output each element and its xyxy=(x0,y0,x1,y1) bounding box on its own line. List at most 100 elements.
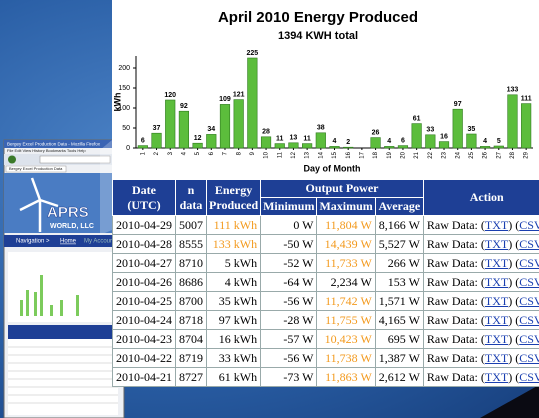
y-tick-label: 150 xyxy=(118,85,130,92)
x-tick-label: 22 xyxy=(428,151,434,158)
raw-data-link[interactable]: TXT xyxy=(485,370,508,384)
raw-data-link[interactable]: TXT xyxy=(485,256,508,270)
value-label: 37 xyxy=(153,125,161,132)
action-text: Raw Data: ( xyxy=(427,313,485,327)
raw-data-link[interactable]: CSV xyxy=(519,332,539,346)
corner-shape xyxy=(480,385,539,418)
raw-data-link[interactable]: CSV xyxy=(519,275,539,289)
bar xyxy=(165,100,175,148)
raw-data-link[interactable]: TXT xyxy=(485,351,508,365)
action-text: Raw Data: ( xyxy=(427,351,485,365)
x-tick-label: 17 xyxy=(359,151,365,158)
header-cell: n data xyxy=(176,180,207,216)
raw-data-link[interactable]: CSV xyxy=(519,313,539,327)
table-cell: 0 W xyxy=(261,216,317,235)
table-cell: 2,612 W xyxy=(375,368,423,387)
value-label: 34 xyxy=(207,126,215,133)
x-tick-label: 27 xyxy=(496,151,502,158)
table-cell: 2010-04-27 xyxy=(113,254,176,273)
table-cell: 14,439 W xyxy=(317,235,375,254)
header-cell: Date (UTC) xyxy=(113,180,176,216)
table-cell: 1,571 W xyxy=(375,292,423,311)
bar xyxy=(521,104,531,148)
bar xyxy=(179,111,189,148)
table-row: 2010-04-2686864 kWh-64 W2,234 W153 WRaw … xyxy=(113,273,539,292)
raw-data-link[interactable]: TXT xyxy=(485,313,508,327)
raw-data-link[interactable]: CSV xyxy=(519,237,539,251)
raw-data-link[interactable]: TXT xyxy=(485,294,508,308)
x-tick-label: 10 xyxy=(264,151,270,158)
x-tick-label: 19 xyxy=(387,151,393,158)
x-tick-label: 15 xyxy=(332,151,338,158)
raw-data-link[interactable]: TXT xyxy=(485,332,508,346)
table-cell: 8686 xyxy=(176,273,207,292)
value-label: 28 xyxy=(262,129,270,136)
bar xyxy=(330,146,340,148)
raw-data-link[interactable]: CSV xyxy=(519,256,539,270)
nav-link[interactable]: My Account xyxy=(84,239,115,245)
raw-data-link[interactable]: CSV xyxy=(519,370,539,384)
table-cell: 11,804 W xyxy=(317,216,375,235)
action-text: Raw Data: ( xyxy=(427,256,485,270)
table-cell: 2010-04-21 xyxy=(113,368,176,387)
y-tick-label: 200 xyxy=(118,65,130,72)
raw-data-link[interactable]: TXT xyxy=(485,237,508,251)
action-text: ) ( xyxy=(508,218,519,232)
action-text: ) ( xyxy=(508,351,519,365)
window-title: Bergey Excel Production Data - Mozilla F… xyxy=(7,142,101,147)
raw-data-link[interactable]: CSV xyxy=(519,294,539,308)
value-label: 4 xyxy=(333,138,337,145)
table-cell: 5007 xyxy=(176,216,207,235)
value-label: 4 xyxy=(483,138,487,145)
value-label: 111 xyxy=(521,95,532,102)
action-cell: Raw Data: (TXT) (CSV) xyxy=(423,216,539,235)
value-label: 6 xyxy=(141,137,145,144)
x-tick-label: 18 xyxy=(373,151,379,158)
x-tick-label: 23 xyxy=(442,151,448,158)
bar xyxy=(316,133,326,148)
table-cell: -64 W xyxy=(261,273,317,292)
table-cell: -50 W xyxy=(261,235,317,254)
x-tick-label: 12 xyxy=(291,151,297,158)
table-cell: 2010-04-24 xyxy=(113,311,176,330)
table-cell: 111 kWh xyxy=(207,216,261,235)
table-cell: 5 kWh xyxy=(207,254,261,273)
action-text: ) ( xyxy=(508,370,519,384)
action-cell: Raw Data: (TXT) (CSV) xyxy=(423,235,539,254)
back-button[interactable] xyxy=(8,156,16,164)
raw-data-link[interactable]: TXT xyxy=(485,275,508,289)
table-cell: -73 W xyxy=(261,368,317,387)
bar xyxy=(275,144,285,148)
table-cell: 10,423 W xyxy=(317,330,375,349)
table-cell: -57 W xyxy=(261,330,317,349)
header-cell: Energy Produced xyxy=(207,180,261,216)
y-tick-label: 50 xyxy=(122,125,130,132)
nav-link[interactable]: Home xyxy=(60,239,77,245)
action-cell: Raw Data: (TXT) (CSV) xyxy=(423,368,539,387)
bar xyxy=(138,146,148,148)
action-cell: Raw Data: (TXT) (CSV) xyxy=(423,330,539,349)
value-label: 11 xyxy=(276,135,284,142)
value-label: 33 xyxy=(426,127,434,134)
menu-bar: File Edit View History Bookmarks Tools H… xyxy=(7,148,86,153)
raw-data-link[interactable]: CSV xyxy=(519,351,539,365)
raw-data-link[interactable]: CSV xyxy=(519,218,539,232)
action-text: ) ( xyxy=(508,237,519,251)
address-bar[interactable] xyxy=(40,156,110,163)
raw-data-link[interactable]: TXT xyxy=(485,218,508,232)
table-cell: -28 W xyxy=(261,311,317,330)
subheader-cell: Average xyxy=(375,198,423,216)
action-text: Raw Data: ( xyxy=(427,370,485,384)
table-row: 2010-04-23870416 kWh-57 W10,423 W695 WRa… xyxy=(113,330,539,349)
x-tick-label: 24 xyxy=(455,151,461,158)
bar xyxy=(480,146,490,148)
x-axis-label: Day of Month xyxy=(304,163,361,173)
table-row: 2010-04-22871933 kWh-56 W11,738 W1,387 W… xyxy=(113,349,539,368)
y-tick-label: 0 xyxy=(126,145,130,152)
table-cell: 5,527 W xyxy=(375,235,423,254)
value-label: 12 xyxy=(194,135,202,142)
